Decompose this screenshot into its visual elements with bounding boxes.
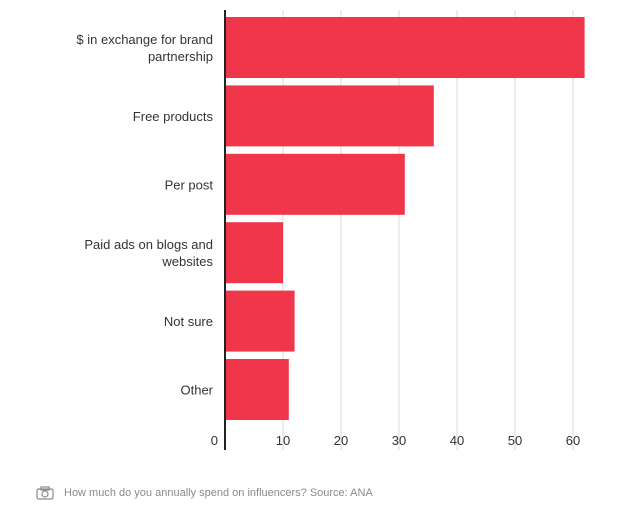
x-tick-10: 10 <box>276 433 290 448</box>
category-label-1: Free products <box>133 109 214 124</box>
chart-caption: How much do you annually spend on influe… <box>36 486 373 500</box>
x-tick-50: 50 <box>508 433 522 448</box>
bar-3 <box>225 222 283 284</box>
bars-group <box>225 17 585 420</box>
x-tick-0: 0 <box>211 433 218 448</box>
bar-chart: $ in exchange for brand partnership Free p… <box>76 10 585 450</box>
category-label-5: Other <box>180 383 213 398</box>
bar-4 <box>225 290 295 352</box>
bar-2 <box>225 153 405 215</box>
category-label-3: Paid ads on blogs and websites <box>84 237 213 269</box>
bar-0 <box>225 17 585 78</box>
x-tick-60: 60 <box>566 433 580 448</box>
bar-1 <box>225 85 434 147</box>
camera-icon <box>36 486 54 500</box>
category-label-4: Not sure <box>164 314 213 329</box>
x-tick-labels: 0 10 20 30 40 50 60 <box>211 433 580 448</box>
x-tick-40: 40 <box>450 433 464 448</box>
x-tick-30: 30 <box>392 433 406 448</box>
category-label-2: Per post <box>165 177 214 192</box>
x-tick-20: 20 <box>334 433 348 448</box>
caption-text: How much do you annually spend on influe… <box>64 487 373 499</box>
bar-5 <box>225 359 289 420</box>
category-label-0: $ in exchange for brand partnership <box>76 32 213 64</box>
category-labels: $ in exchange for brand partnership Free p… <box>76 32 213 398</box>
